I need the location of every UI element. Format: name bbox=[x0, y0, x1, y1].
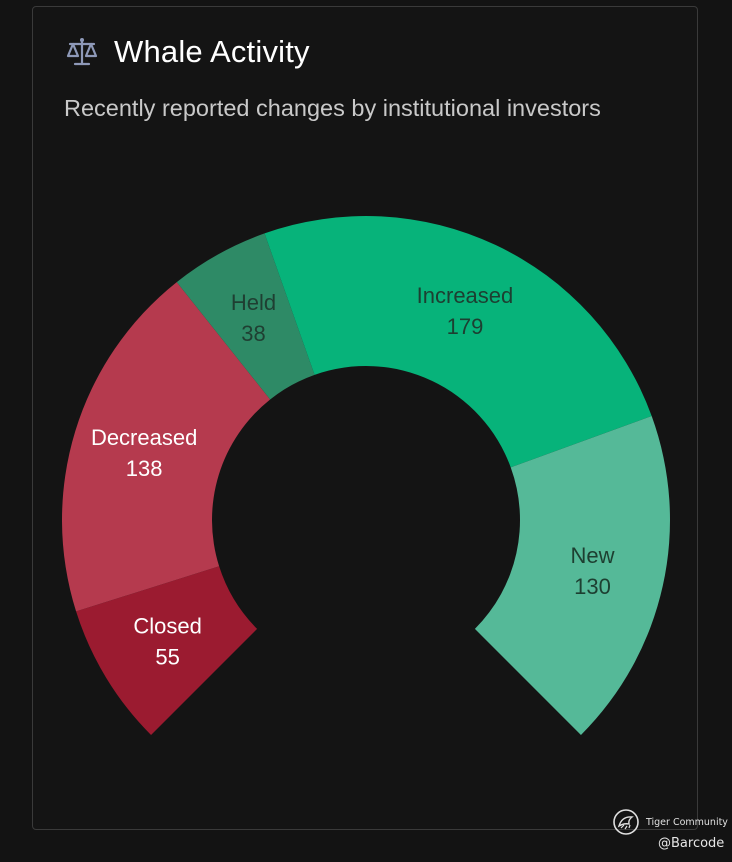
card-subtitle: Recently reported changes by institution… bbox=[64, 95, 601, 121]
slice-value-closed: 55 bbox=[155, 644, 179, 669]
brand-watermark: Tiger Community bbox=[612, 808, 728, 836]
slice-label-increased: Increased bbox=[417, 283, 514, 308]
slice-label-held: Held bbox=[231, 290, 276, 315]
card-header: Whale Activity bbox=[64, 34, 310, 70]
slice-label-new: New bbox=[570, 543, 614, 568]
slice-decreased[interactable] bbox=[61, 282, 271, 612]
slice-held[interactable] bbox=[176, 233, 315, 400]
slice-closed[interactable] bbox=[76, 566, 258, 735]
slice-new[interactable] bbox=[474, 416, 670, 735]
author-handle: @Barcode bbox=[658, 836, 725, 851]
slice-value-new: 130 bbox=[574, 574, 611, 599]
slice-value-held: 38 bbox=[241, 321, 265, 346]
card-title: Whale Activity bbox=[114, 34, 310, 69]
tiger-logo-icon bbox=[613, 809, 639, 835]
slice-label-decreased: Decreased bbox=[91, 425, 197, 450]
brand-name: Tiger Community bbox=[646, 816, 728, 828]
slice-increased[interactable] bbox=[264, 215, 652, 468]
slice-label-closed: Closed bbox=[133, 613, 201, 638]
balance-scale-icon bbox=[66, 38, 98, 66]
slice-value-increased: 179 bbox=[447, 314, 484, 339]
slice-value-decreased: 138 bbox=[126, 456, 163, 481]
